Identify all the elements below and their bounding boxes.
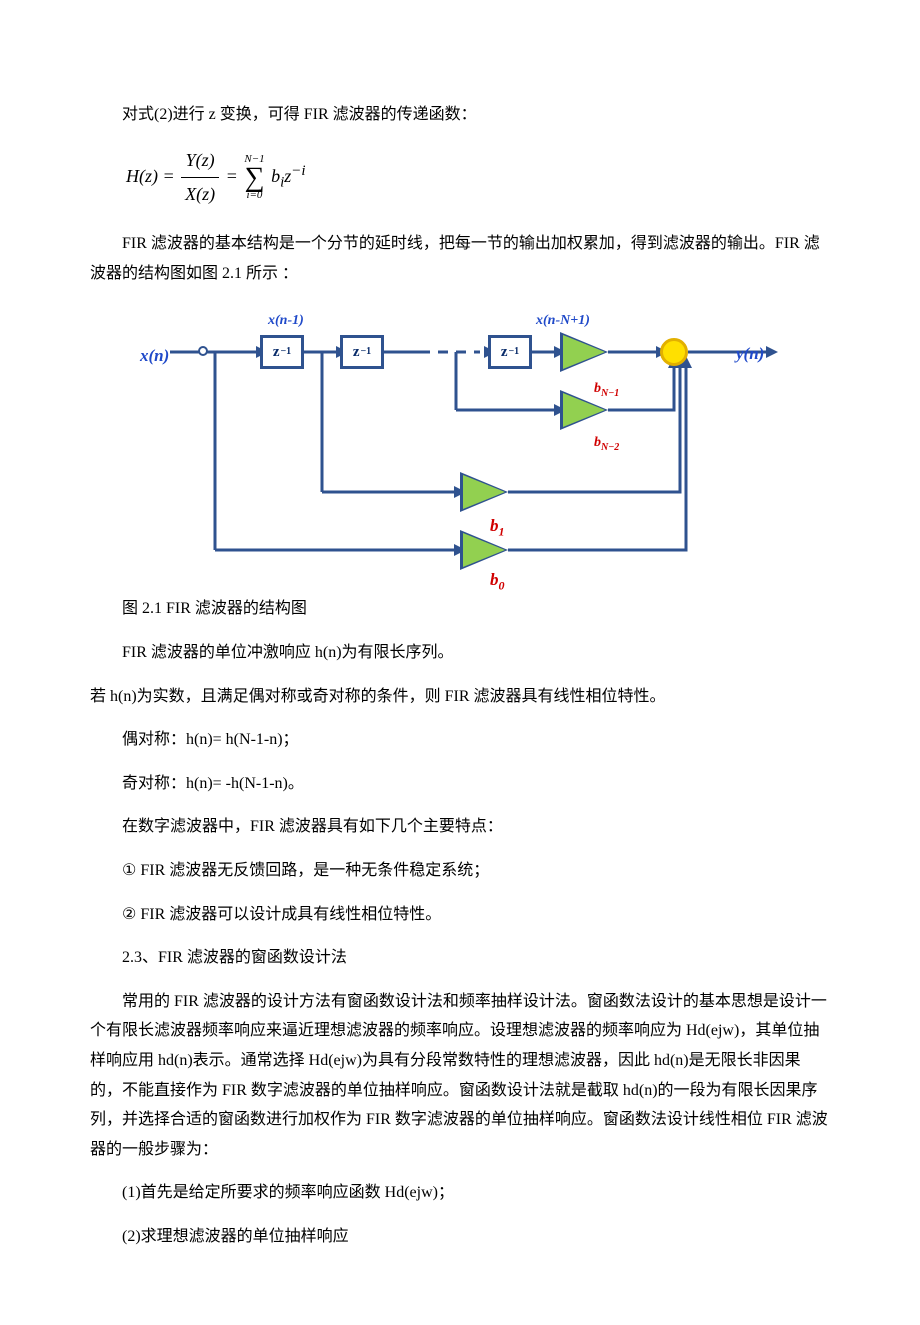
paragraph: 常用的 FIR 滤波器的设计方法有窗函数设计法和频率抽样设计法。窗函数法设计的基… bbox=[90, 987, 830, 1165]
formula-denominator: X(z) bbox=[181, 178, 219, 211]
formula-sum: N−1 ∑ i=0 bbox=[244, 154, 264, 201]
sum-lower: i=0 bbox=[244, 190, 264, 201]
coef: b bbox=[271, 166, 280, 186]
paragraph: FIR 滤波器的基本结构是一个分节的延时线，把每一节的输出加权累加，得到滤波器的… bbox=[90, 229, 830, 288]
paragraph: 对式(2)进行 z 变换，可得 FIR 滤波器的传递函数： bbox=[90, 100, 830, 130]
coef: b bbox=[594, 435, 601, 450]
paragraph: ② FIR 滤波器可以设计成具有线性相位特性。 bbox=[90, 900, 830, 930]
transfer-function-formula: H(z) = Y(z) X(z) = N−1 ∑ i=0 biz−i bbox=[126, 144, 830, 212]
coef-sub: N−1 bbox=[601, 388, 619, 399]
z-exp: −i bbox=[291, 163, 305, 179]
z-exp: −1 bbox=[508, 343, 519, 362]
input-label: x(n) bbox=[140, 340, 169, 371]
formula-lhs: H(z) bbox=[126, 166, 158, 186]
formula-eq: = bbox=[163, 166, 180, 186]
coef-label: bN−2 bbox=[594, 430, 619, 457]
coef: b bbox=[594, 381, 601, 396]
paragraph: (1)首先是给定所要求的频率响应函数 Hd(ejw)； bbox=[90, 1178, 830, 1208]
paragraph: 偶对称：h(n)= h(N-1-n)； bbox=[90, 725, 830, 755]
coef: b bbox=[490, 570, 499, 589]
paragraph: FIR 滤波器的单位冲激响应 h(n)为有限长序列。 bbox=[90, 638, 830, 668]
coef-sub: 1 bbox=[499, 525, 505, 539]
coef: b bbox=[490, 516, 499, 535]
sigma-icon: ∑ bbox=[244, 165, 264, 190]
tapped-label: x(n-N+1) bbox=[536, 308, 590, 334]
formula-rhs: biz−i bbox=[271, 166, 305, 186]
coef-sub: 0 bbox=[499, 579, 505, 593]
fir-structure-diagram: z−1 z−1 z−1 x(n) y(n) x(n-1) x(n-N+1) bN… bbox=[90, 302, 830, 582]
formula-fraction: Y(z) X(z) bbox=[181, 144, 219, 212]
figure-caption: 图 2.1 FIR 滤波器的结构图 bbox=[90, 594, 830, 624]
paragraph: (2)求理想滤波器的单位抽样响应 bbox=[90, 1222, 830, 1252]
formula-numerator: Y(z) bbox=[181, 144, 219, 178]
output-label: y(n) bbox=[736, 338, 764, 369]
z-label: z bbox=[501, 339, 508, 367]
paragraph: 奇对称：h(n)= -h(N-1-n)。 bbox=[90, 769, 830, 799]
z-label: z bbox=[273, 339, 280, 367]
coef-label: bN−1 bbox=[594, 376, 619, 403]
z-label: z bbox=[353, 339, 360, 367]
section-heading: 2.3、FIR 滤波器的窗函数设计法 bbox=[90, 943, 830, 973]
coef-label: b1 bbox=[490, 510, 505, 543]
coef-sub: N−2 bbox=[601, 442, 619, 453]
gain-block bbox=[460, 472, 508, 512]
z-exp: −1 bbox=[280, 343, 291, 362]
paragraph: 在数字滤波器中，FIR 滤波器具有如下几个主要特点： bbox=[90, 812, 830, 842]
tapped-label: x(n-1) bbox=[268, 308, 304, 334]
z-exp: −1 bbox=[360, 343, 371, 362]
delay-block: z−1 bbox=[340, 335, 384, 369]
delay-block: z−1 bbox=[260, 335, 304, 369]
paragraph: ① FIR 滤波器无反馈回路，是一种无条件稳定系统； bbox=[90, 856, 830, 886]
coef-label: b0 bbox=[490, 564, 505, 597]
formula-eq: = bbox=[226, 166, 243, 186]
delay-block: z−1 bbox=[488, 335, 532, 369]
gain-block bbox=[560, 332, 608, 372]
paragraph: 若 h(n)为实数，且满足偶对称或奇对称的条件，则 FIR 滤波器具有线性相位特… bbox=[90, 682, 830, 712]
